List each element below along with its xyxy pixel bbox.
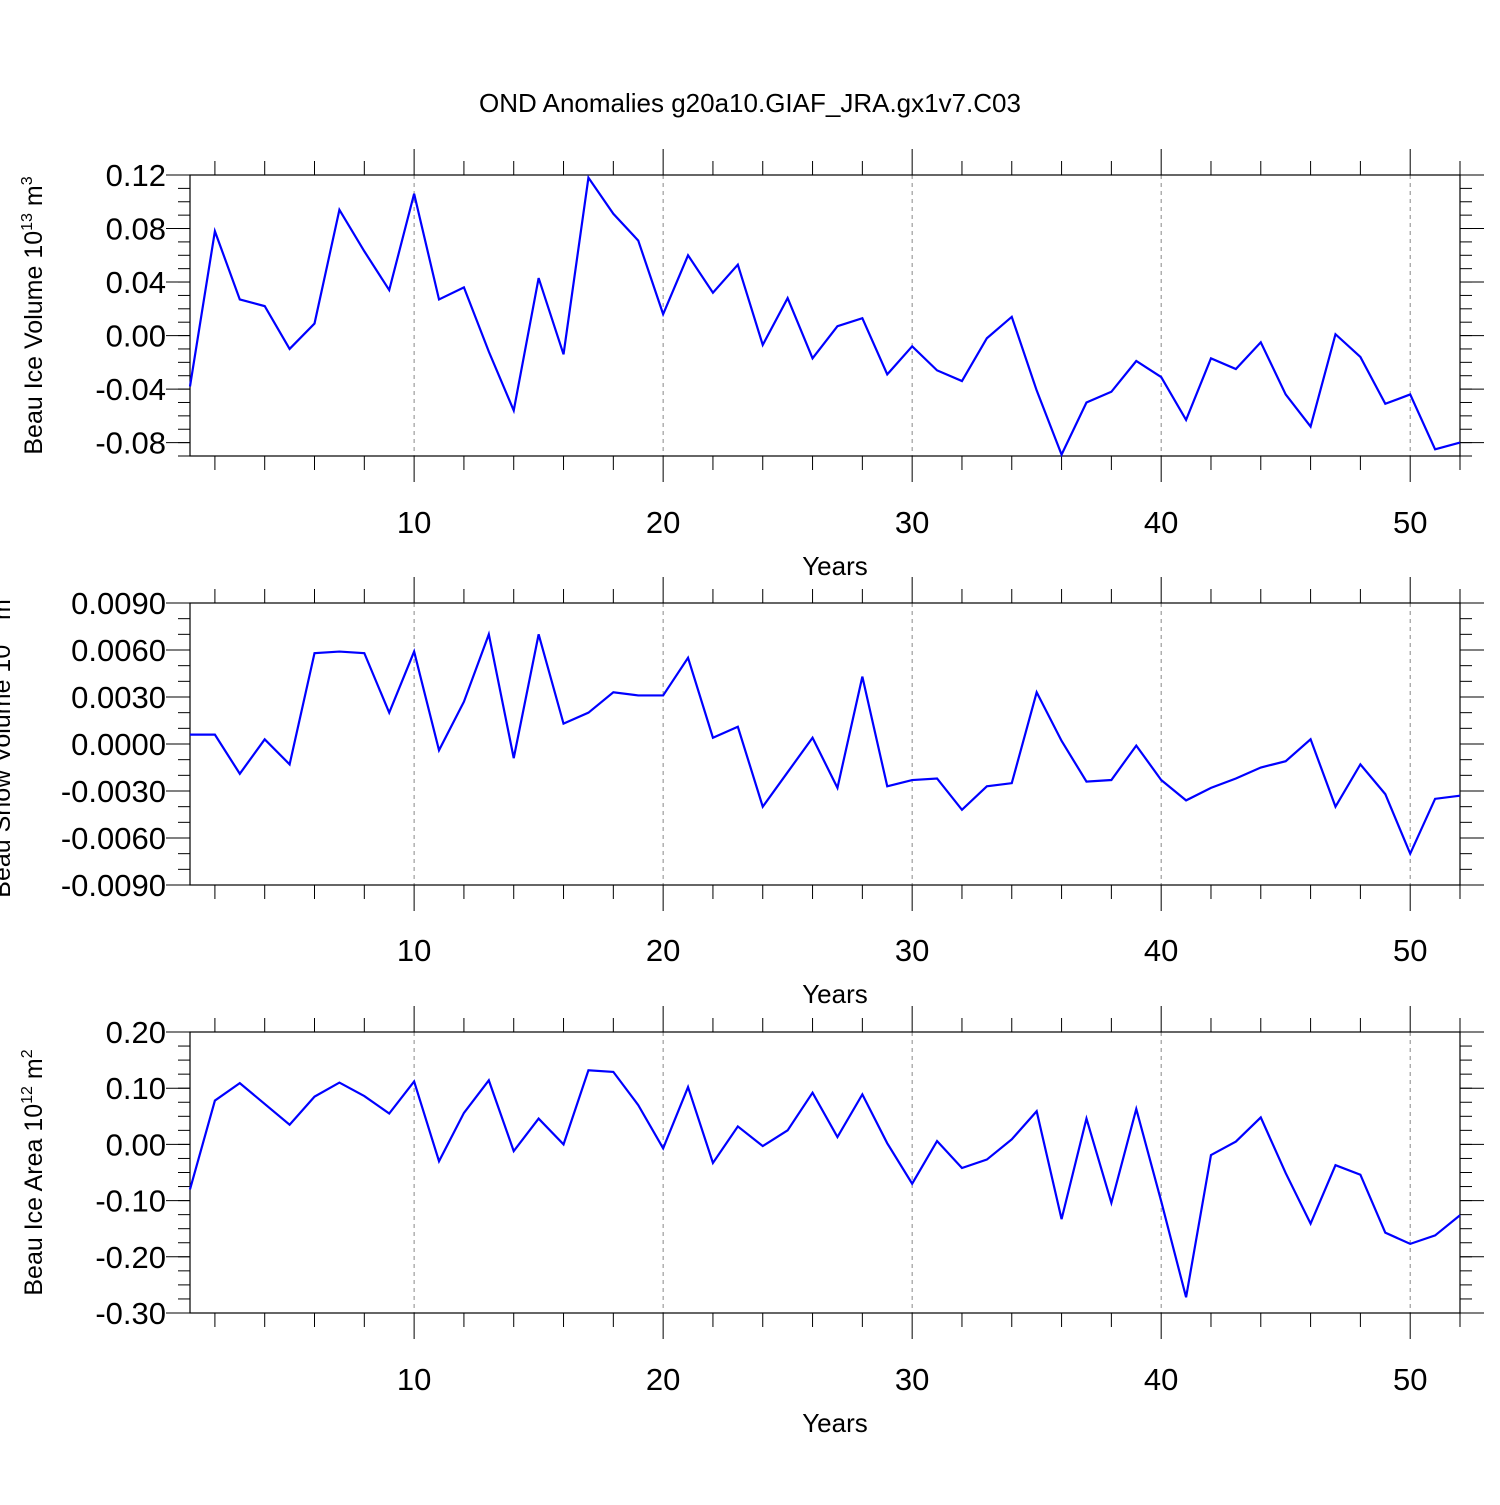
plot-frame (190, 175, 1460, 456)
y-axis-label-exponent: 13 (0, 627, 4, 645)
x-tick-label: 30 (895, 933, 929, 968)
y-axis-label-text: Beau Ice Area 10 (20, 1104, 48, 1296)
x-tick-label: 40 (1144, 505, 1178, 540)
y-axis-label: Beau Ice Area 1012 m2 (19, 1049, 48, 1295)
y-tick-label: 0.08 (106, 212, 166, 247)
y-axis-label-text: Beau Ice Volume 10 (20, 231, 48, 455)
panel-2: -0.0090 -0.0060 -0.0030 0.0000 0.0030 0.0060 0… (0, 577, 1484, 1009)
y-tick-label: -0.20 (95, 1240, 166, 1275)
panel-3: -0.30 -0.20 -0.10 0.00 0.10 0.20 10 20 30 40 50 Yea… (19, 1006, 1484, 1438)
y-tick-label: 0.0060 (71, 633, 166, 668)
x-tick-label: 50 (1393, 505, 1427, 540)
panel-1: -0.08 -0.04 0.00 0.04 0.08 0.12 10 20 30 40 50 Year… (19, 149, 1484, 581)
y-axis-label: Beau Snow Volume 1013 m3 (0, 590, 16, 898)
plot-frame (190, 1032, 1460, 1313)
x-axis-label: Years (802, 551, 868, 581)
y-axis-label-unit: m (20, 185, 48, 213)
x-tick-label: 20 (646, 505, 680, 540)
y-tick-label: -0.0060 (61, 821, 166, 856)
y-tick-label: -0.0090 (61, 868, 166, 903)
y-tick-label: -0.08 (95, 426, 166, 461)
x-tick-label: 10 (397, 1362, 431, 1397)
series-line-1 (190, 178, 1460, 455)
y-tick-label: 0.12 (106, 158, 166, 193)
y-axis-label-exponent: 13 (19, 213, 36, 231)
x-tick-label: 20 (646, 933, 680, 968)
x-tick-label: 10 (397, 933, 431, 968)
x-tick-label: 30 (895, 1362, 929, 1397)
x-tick-label: 20 (646, 1362, 680, 1397)
y-tick-label: 0.0090 (71, 586, 166, 621)
x-tick-label: 40 (1144, 1362, 1178, 1397)
y-tick-label: 0.04 (106, 265, 166, 300)
x-tick-label: 30 (895, 505, 929, 540)
x-tick-label: 50 (1393, 933, 1427, 968)
series-line-1 (190, 634, 1460, 853)
y-axis-label-unit: m (0, 599, 16, 627)
y-axis-label-exponent: 12 (19, 1086, 36, 1104)
y-axis-label-text: Beau Snow Volume 10 (0, 645, 16, 898)
y-tick-label: 0.00 (106, 319, 166, 354)
y-tick-label: 0.10 (106, 1071, 166, 1106)
x-tick-label: 50 (1393, 1362, 1427, 1397)
y-axis-label-unit-exponent: 3 (19, 176, 36, 185)
y-tick-label: 0.20 (106, 1015, 166, 1050)
x-axis-label: Years (802, 1408, 868, 1438)
y-axis-label-unit: m (20, 1058, 48, 1086)
x-tick-label: 10 (397, 505, 431, 540)
plot-frame (190, 603, 1460, 885)
y-tick-label: -0.04 (95, 372, 166, 407)
y-axis-label-unit-exponent: 2 (19, 1049, 36, 1058)
x-axis-label: Years (802, 979, 868, 1009)
figure-title: OND Anomalies g20a10.GIAF_JRA.gx1v7.C03 (479, 88, 1021, 118)
y-axis-label-unit-exponent: 3 (0, 590, 4, 599)
y-tick-label: -0.10 (95, 1184, 166, 1219)
y-tick-label: -0.0030 (61, 774, 166, 809)
y-axis-label: Beau Ice Volume 1013 m3 (19, 176, 48, 454)
y-tick-label: 0.00 (106, 1127, 166, 1162)
series-line-1 (190, 1070, 1460, 1297)
y-tick-label: 0.0030 (71, 680, 166, 715)
y-tick-label: 0.0000 (71, 727, 166, 762)
y-tick-label: -0.30 (95, 1296, 166, 1331)
x-tick-label: 40 (1144, 933, 1178, 968)
